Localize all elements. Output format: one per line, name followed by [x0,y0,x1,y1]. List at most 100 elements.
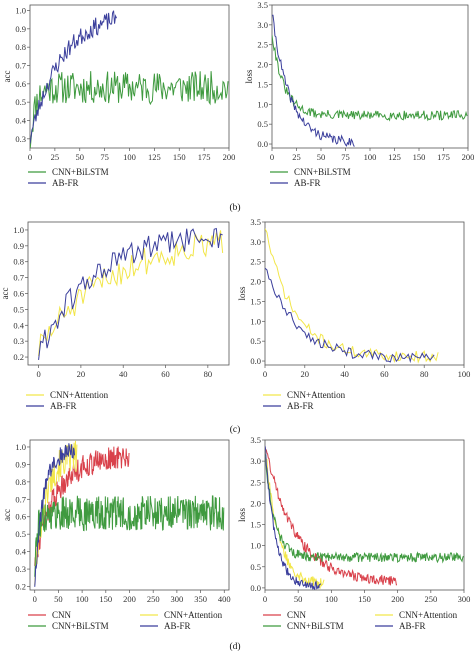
y-tick-label: 0.5 [15,529,26,539]
y-tick-label: 0.0 [250,356,261,366]
x-tick-label: 175 [437,152,450,162]
series-line-cnn-attention [265,228,439,364]
chart-panel-4: 0 50 100 150 200 250 300 350 400 0.2 0.3 0.4 0.5 0.6 0… [2,439,231,631]
x-tick-label: 125 [388,152,401,162]
x-tick-label: 25 [292,152,301,162]
x-tick-label: 50 [76,152,85,162]
y-tick-label: 0.2 [13,352,24,362]
legend-label: CNN+BiLSTM [294,167,351,177]
x-tick-label: 300 [171,594,184,604]
legend-label: CNN+Attention [287,390,346,400]
y-tick-label: 0.8 [15,42,26,52]
series-line-cnn-bilstm [272,35,468,122]
y-tick-label: 0.5 [13,304,24,314]
legend-label: AB-FR [52,178,79,188]
series-line-ab-fr [30,10,118,144]
y-axis-label: loss [237,286,247,301]
legend-label: CNN+Attention [164,610,223,620]
legend-label: CNN+BiLSTM [52,167,109,177]
x-tick-label: 300 [458,594,471,604]
y-axis-label: acc [2,71,12,83]
x-tick-label: 200 [462,152,474,162]
y-tick-label: 0.4 [15,116,26,126]
x-tick-label: 100 [458,369,471,379]
y-tick-label: 3.5 [250,217,261,227]
series-line-ab-fr [272,14,355,147]
x-tick-label: 100 [325,594,338,604]
x-tick-label: 0 [28,152,32,162]
y-tick-label: 1.5 [250,296,261,306]
series-line-cnn [34,446,130,566]
x-tick-label: 0 [263,369,267,379]
legend-label: AB-FR [294,178,321,188]
plot-frame [264,439,465,591]
y-tick-label: 0.3 [13,336,24,346]
x-tick-label: 75 [100,152,109,162]
y-tick-label: 0.5 [250,336,261,346]
plot-frame [271,4,469,149]
x-tick-label: 200 [223,152,236,162]
series-line-cnn-bilstm [265,454,464,564]
x-tick-label: 60 [380,369,389,379]
y-tick-label: 0.3 [15,564,26,574]
y-tick-label: 0.5 [15,97,26,107]
x-tick-label: 100 [76,594,89,604]
x-tick-label: 100 [364,152,377,162]
x-tick-label: 200 [391,594,404,604]
x-tick-label: 50 [54,594,63,604]
x-tick-label: 200 [123,594,136,604]
y-axis-label: loss [244,69,254,84]
x-tick-label: 150 [173,152,186,162]
y-tick-label: 2.5 [250,477,261,487]
x-tick-label: 0 [33,594,37,604]
legend-label: AB-FR [399,621,426,631]
y-tick-label: 1.0 [250,541,261,551]
y-axis-label: acc [0,288,10,300]
chart-panels: 0 25 50 75 100 125 150 175 200 0.3 0.4 0.5 0.6 0.7 0.8… [0,0,474,631]
y-tick-label: 0.9 [15,459,26,469]
y-tick-label: 0.9 [15,24,26,34]
x-tick-label: 50 [317,152,326,162]
series-line-ab-fr [265,267,435,364]
chart-panel-2: 0 20 40 60 80 0.2 0.3 0.4 0.5 0.6 0.7 0.8 0.9 1.0 acc C… [0,221,230,411]
y-tick-label: 1.0 [15,6,26,16]
x-tick-label: 350 [194,594,207,604]
series-line-cnn-bilstm [34,495,225,577]
legend-label: CNN+BiLSTM [52,621,109,631]
legend-label: CNN+Attention [50,390,109,400]
x-tick-label: 50 [294,594,303,604]
y-tick-label: 0.5 [250,562,261,572]
x-tick-label: 250 [147,594,160,604]
y-tick-label: 0.6 [15,79,26,89]
y-tick-label: 0.8 [13,257,24,267]
chart-panel-5: 0 50 100 150 200 250 300 0.0 0.5 1.0 1.5 2.0 2.5 3.0 3… [237,435,470,631]
chart-panel-3: 0 20 40 60 80 100 0.0 0.5 1.0 1.5 2.0 2.5 3.0 3.5 loss… [237,217,470,411]
x-tick-label: 60 [161,369,170,379]
y-axis-label: loss [237,508,247,523]
y-tick-label: 2.0 [250,498,261,508]
x-tick-label: 150 [358,594,371,604]
series-line-cnn-attention [265,446,325,589]
y-tick-label: 2.5 [250,257,261,267]
legend-label: CNN [287,610,307,620]
series-line-cnn [265,446,398,586]
series-line-cnn-bilstm [30,71,229,148]
series-line-ab-fr [34,443,76,587]
y-tick-label: 0.7 [15,61,26,71]
x-tick-label: 75 [341,152,350,162]
y-tick-label: 1.0 [250,316,261,326]
y-tick-label: 1.5 [250,520,261,530]
x-tick-label: 100 [123,152,136,162]
legend-label: AB-FR [164,621,191,631]
x-tick-label: 80 [420,369,429,379]
y-tick-label: 0.8 [15,477,26,487]
x-tick-label: 400 [218,594,231,604]
legend-label: CNN+BiLSTM [287,621,344,631]
x-tick-label: 250 [424,594,437,604]
y-tick-label: 0.7 [13,273,24,283]
x-tick-label: 0 [270,152,274,162]
chart-panel-0: 0 25 50 75 100 125 150 175 200 0.3 0.4 0.5 0.6 0.7 0.8… [2,4,236,188]
y-tick-label: 0.6 [13,289,24,299]
y-tick-label: 3.0 [250,237,261,247]
